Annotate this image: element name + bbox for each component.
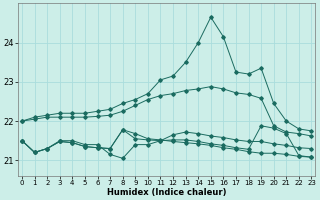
X-axis label: Humidex (Indice chaleur): Humidex (Indice chaleur) (107, 188, 227, 197)
